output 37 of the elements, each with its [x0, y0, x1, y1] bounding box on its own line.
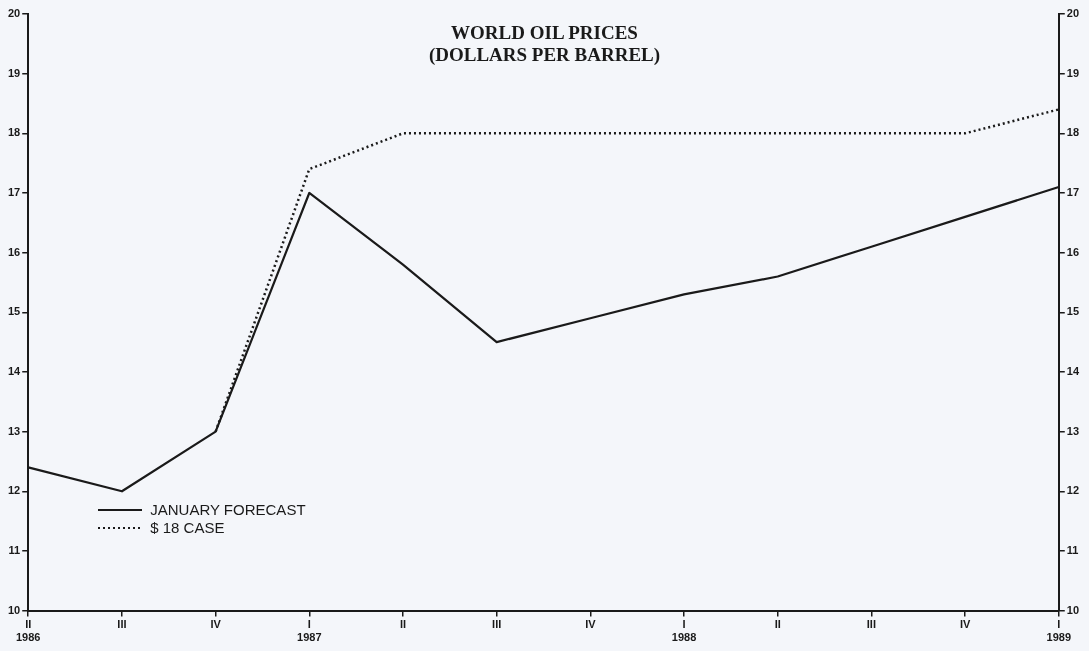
x-tick-label: III	[492, 618, 502, 631]
y-tick-label: 15	[7, 305, 21, 318]
x-tick-label: I 1987	[297, 618, 322, 644]
x-tick-label: II	[399, 618, 407, 631]
y2-tick-label: 17	[1066, 186, 1080, 199]
y-tick-label: 10	[7, 603, 21, 616]
y2-tick-label: 18	[1066, 126, 1080, 139]
x-tick-label: II	[774, 618, 781, 631]
y-tick-label: 13	[7, 424, 21, 437]
y2-tick-label: 14	[1066, 364, 1080, 377]
y-tick-label: 19	[7, 66, 21, 79]
legend-label: $ 18 CASE	[150, 518, 225, 537]
y-tick-label: 16	[7, 245, 21, 258]
x-tick-label: III	[117, 618, 127, 631]
y-tick-label: 12	[7, 484, 21, 497]
x-tick-label: IV	[585, 618, 597, 631]
x-tick-label: I 1988	[671, 618, 697, 644]
x-tick-label: III	[866, 618, 876, 631]
y2-tick-label: 11	[1066, 543, 1079, 556]
x-tick-label: I 1989	[1046, 618, 1072, 644]
text: WORLD OIL PRICES (DOLLARS PER BARREL)	[427, 22, 662, 66]
y2-tick-label: 15	[1066, 305, 1080, 318]
x-tick-label: II 1986	[15, 618, 41, 644]
y-tick-label: 18	[7, 126, 21, 139]
y2-tick-label: 16	[1066, 245, 1080, 258]
y2-tick-label: 20	[1066, 7, 1080, 20]
y2-tick-label: 13	[1066, 424, 1080, 437]
legend-label: JANUARY FORECAST	[150, 500, 306, 519]
y-tick-label: 20	[7, 7, 21, 20]
x-tick-label: IV	[210, 618, 222, 631]
x-tick-label: IV	[959, 618, 971, 631]
y2-tick-label: 12	[1066, 484, 1080, 497]
y2-tick-label: 10	[1066, 603, 1080, 616]
y2-tick-label: 19	[1066, 66, 1080, 79]
y-tick-label: 14	[7, 364, 22, 377]
y-tick-label: 11	[8, 543, 21, 556]
y-tick-label: 17	[7, 186, 21, 199]
